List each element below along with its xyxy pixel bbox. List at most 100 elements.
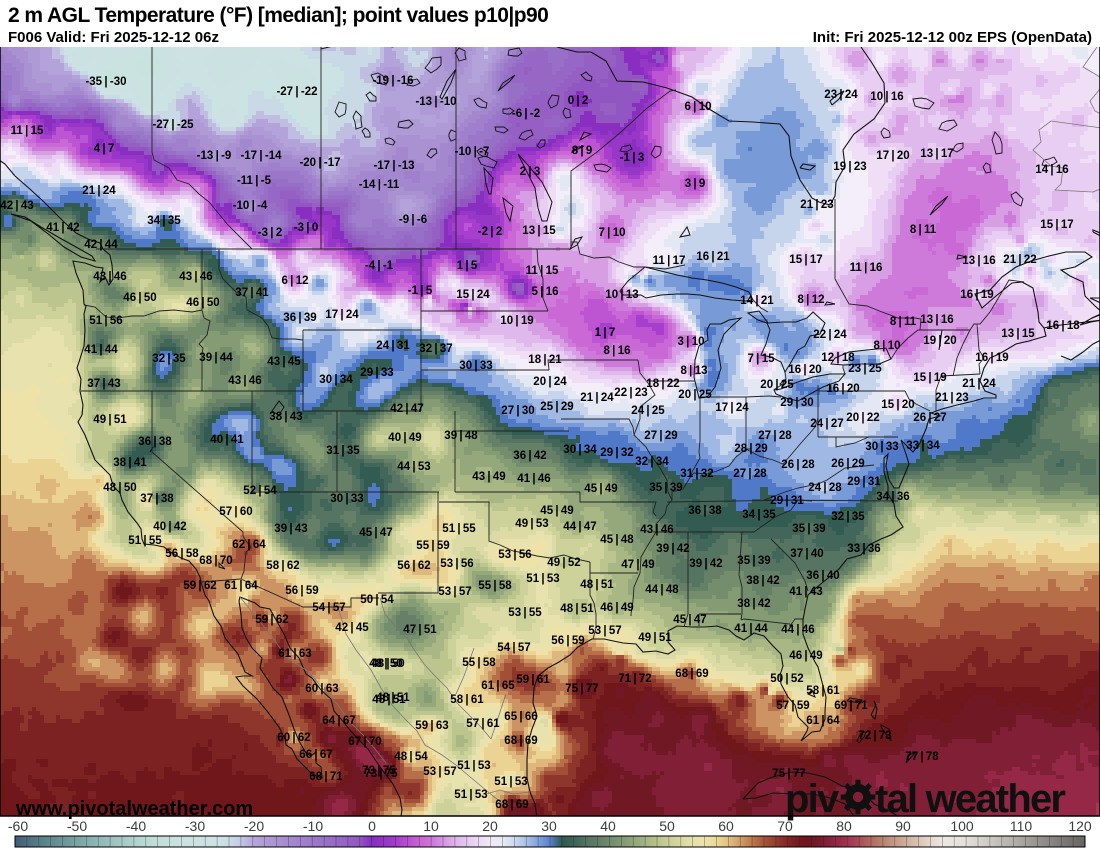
svg-text:48 | 51: 48 | 51 [560,603,594,615]
svg-text:7 | 10: 7 | 10 [598,227,625,239]
svg-text:62 | 64: 62 | 64 [232,539,266,551]
svg-text:41 | 44: 41 | 44 [84,344,118,356]
svg-text:55 | 59: 55 | 59 [416,540,449,552]
svg-text:66 | 67: 66 | 67 [299,749,332,761]
svg-text:36 | 40: 36 | 40 [806,570,839,582]
svg-text:-4 | -1: -4 | -1 [365,260,394,272]
svg-text:10: 10 [423,818,439,834]
svg-text:45 | 49: 45 | 49 [584,483,617,495]
svg-text:36 | 39: 36 | 39 [283,312,316,324]
svg-text:55 | 58: 55 | 58 [478,580,512,592]
svg-text:8 | 10: 8 | 10 [873,340,900,352]
svg-text:70: 70 [777,818,793,834]
svg-text:90: 90 [895,818,911,834]
svg-text:54 | 57: 54 | 57 [497,642,530,654]
svg-text:46 | 50: 46 | 50 [186,297,219,309]
svg-text:35 | 39: 35 | 39 [792,523,825,535]
svg-text:-17 | -14: -17 | -14 [240,150,282,162]
svg-text:44 | 53: 44 | 53 [397,461,430,473]
svg-text:50 | 54: 50 | 54 [360,594,394,606]
svg-text:61 | 63: 61 | 63 [278,648,311,660]
svg-text:48 | 50: 48 | 50 [369,658,402,670]
svg-text:10 | 16: 10 | 16 [870,91,903,103]
svg-text:59 | 63: 59 | 63 [415,720,448,732]
svg-text:48 | 51: 48 | 51 [580,579,614,591]
svg-text:32 | 35: 32 | 35 [831,511,865,523]
svg-text:3 | 10: 3 | 10 [677,336,704,348]
svg-text:15 | 17: 15 | 17 [789,254,822,266]
svg-text:47 | 49: 47 | 49 [621,559,654,571]
svg-text:29 | 31: 29 | 31 [770,495,804,507]
svg-text:-30: -30 [185,818,205,834]
svg-text:-35 | -30: -35 | -30 [85,76,126,88]
svg-text:11 | 16: 11 | 16 [850,262,883,274]
svg-text:29 | 30: 29 | 30 [780,397,813,409]
svg-text:16 | 21: 16 | 21 [696,251,730,263]
svg-text:34 | 35: 34 | 35 [147,215,181,227]
svg-text:-20: -20 [244,818,264,834]
svg-text:41 | 42: 41 | 42 [46,222,79,234]
svg-text:www.pivotalweather.com: www.pivotalweather.com [15,798,253,820]
svg-text:72 | 73: 72 | 73 [858,730,891,742]
svg-text:-1 | 3: -1 | 3 [620,152,644,164]
svg-text:3 | 9: 3 | 9 [685,178,706,190]
svg-text:68 | 69: 68 | 69 [504,735,537,747]
svg-text:8 | 13: 8 | 13 [680,365,707,377]
svg-text:61 | 64: 61 | 64 [224,580,258,592]
svg-text:120: 120 [1068,818,1092,834]
svg-text:36 | 38: 36 | 38 [688,505,722,517]
svg-text:27 | 30: 27 | 30 [501,405,534,417]
svg-text:39 | 44: 39 | 44 [199,352,233,364]
svg-text:21 | 22: 21 | 22 [1003,254,1036,266]
svg-text:19 | 20: 19 | 20 [923,335,956,347]
svg-text:58 | 61: 58 | 61 [806,685,840,697]
svg-text:-1 | 5: -1 | 5 [408,285,433,297]
svg-text:53 | 56: 53 | 56 [440,558,473,570]
svg-text:-3 | 2: -3 | 2 [258,227,282,239]
svg-text:31 | 32: 31 | 32 [680,468,713,480]
svg-text:0 | 2: 0 | 2 [568,95,589,107]
svg-text:51 | 53: 51 | 53 [454,789,487,801]
svg-text:-10: -10 [303,818,323,834]
svg-text:75 | 77: 75 | 77 [565,683,598,695]
svg-text:27 | 28: 27 | 28 [733,468,767,480]
svg-text:32 | 35: 32 | 35 [152,353,186,365]
svg-text:10 | 19: 10 | 19 [500,315,533,327]
svg-text:piv: piv [785,777,840,821]
svg-text:48 | 54: 48 | 54 [394,751,428,763]
svg-text:51 | 53: 51 | 53 [494,776,527,788]
svg-text:8 | 12: 8 | 12 [797,294,824,306]
svg-text:53 | 56: 53 | 56 [498,549,531,561]
svg-text:48 | 51: 48 | 51 [376,692,410,704]
svg-text:32 | 37: 32 | 37 [419,343,452,355]
svg-text:37 | 38: 37 | 38 [140,493,174,505]
svg-text:23 | 25: 23 | 25 [848,363,882,375]
svg-text:30 | 34: 30 | 34 [563,444,597,456]
svg-text:20 | 25: 20 | 25 [678,389,712,401]
svg-text:21 | 23: 21 | 23 [935,392,968,404]
svg-text:-19 | -16: -19 | -16 [372,75,413,87]
svg-text:43 | 45: 43 | 45 [267,356,301,368]
svg-text:61 | 64: 61 | 64 [806,715,840,727]
svg-text:12 | 18: 12 | 18 [821,352,855,364]
svg-text:48 | 51: 48 | 51 [372,694,406,706]
svg-text:23 | 24: 23 | 24 [824,89,858,101]
svg-text:40 | 42: 40 | 42 [153,521,186,533]
svg-text:16 | 19: 16 | 19 [960,289,993,301]
svg-text:16 | 20: 16 | 20 [826,383,859,395]
svg-text:46 | 50: 46 | 50 [123,292,156,304]
svg-text:0: 0 [368,818,376,834]
svg-text:-2 | 2: -2 | 2 [478,226,502,238]
svg-text:37 | 41: 37 | 41 [235,287,269,299]
svg-text:41 | 44: 41 | 44 [734,623,768,635]
svg-text:22 | 23: 22 | 23 [614,387,647,399]
svg-text:21 | 23: 21 | 23 [800,199,833,211]
svg-text:8 | 11: 8 | 11 [910,224,937,236]
svg-text:44 | 46: 44 | 46 [781,624,814,636]
svg-text:73 | 75: 73 | 75 [364,768,398,780]
svg-text:43 | 49: 43 | 49 [472,471,505,483]
svg-text:49 | 51: 49 | 51 [93,414,127,426]
svg-text:24 | 31: 24 | 31 [376,340,410,352]
svg-text:20 | 25: 20 | 25 [760,379,794,391]
svg-text:22 | 24: 22 | 24 [813,329,847,341]
